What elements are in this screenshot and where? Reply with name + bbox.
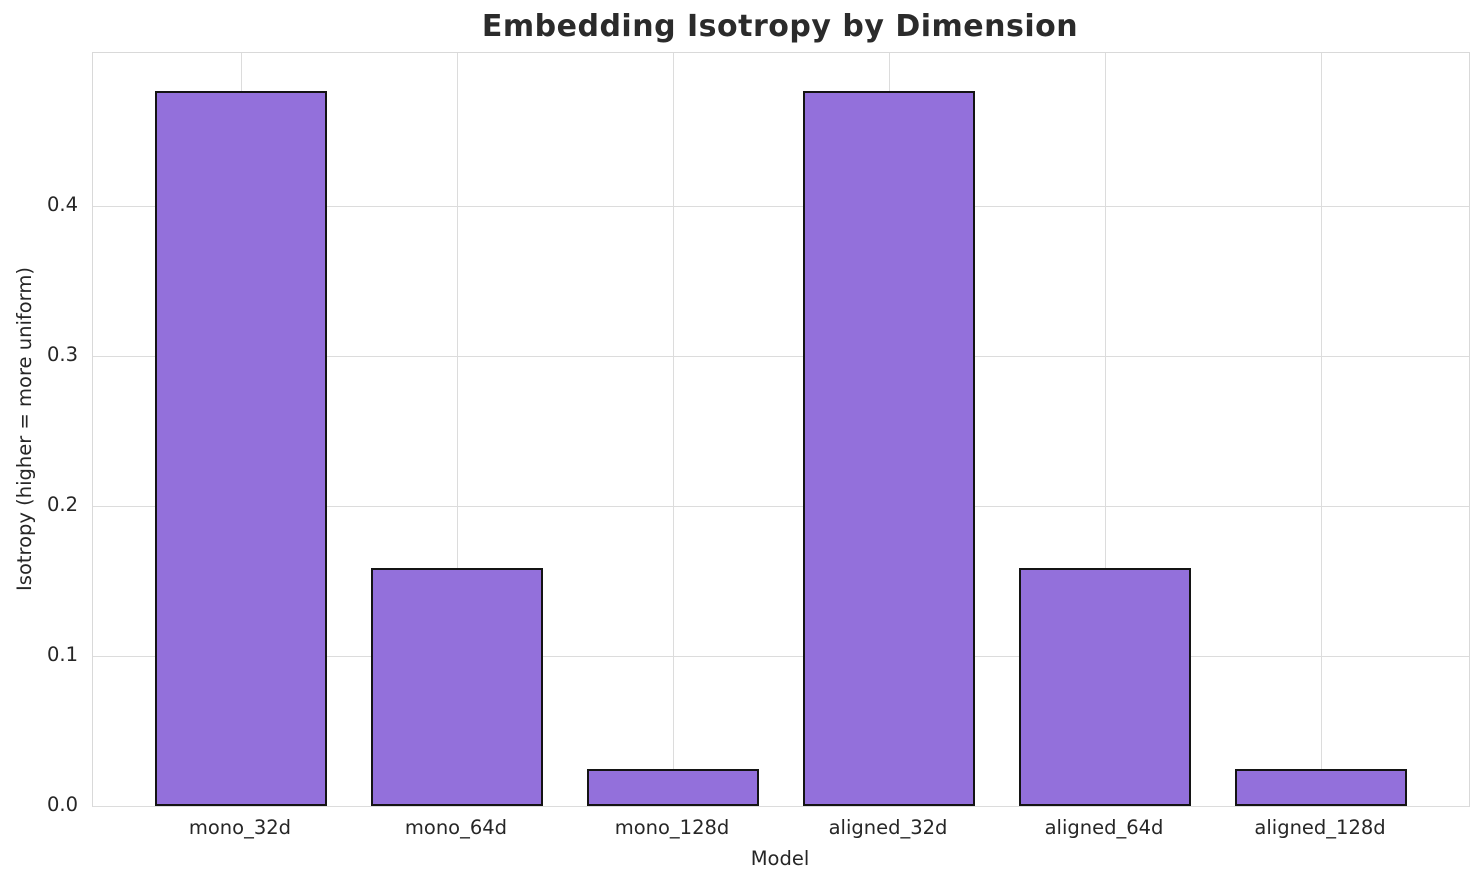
x-axis-label: Model [750, 847, 810, 870]
y-tick-label: 0.1 [46, 643, 78, 666]
y-tick-label: 0.2 [46, 493, 78, 516]
y-gridline [93, 206, 1469, 207]
y-tick-label: 0.4 [46, 193, 78, 216]
bar-aligned_32d [802, 90, 976, 806]
y-tick-label: 0.0 [46, 793, 78, 816]
x-tick-label: mono_32d [188, 816, 292, 839]
y-tick-label: 0.3 [46, 343, 78, 366]
x-tick-label: mono_64d [404, 816, 508, 839]
x-tick-label: aligned_128d [1254, 816, 1386, 839]
x-tick-label: aligned_32d [828, 816, 948, 839]
bar-mono_32d [154, 90, 328, 806]
y-gridline [93, 656, 1469, 657]
y-axis-label: Isotropy (higher = more uniform) [13, 267, 36, 591]
x-gridline [1321, 53, 1323, 806]
bar-mono_128d [586, 768, 760, 806]
y-gridline [93, 506, 1469, 507]
x-tick-label: aligned_64d [1044, 816, 1164, 839]
y-gridline [93, 356, 1469, 357]
x-gridline [456, 53, 458, 806]
y-gridline [93, 806, 1469, 807]
bar-aligned_128d [1234, 768, 1408, 806]
bar-mono_64d [370, 567, 544, 806]
bar-aligned_64d [1018, 567, 1192, 806]
x-gridline [1105, 53, 1107, 806]
x-tick-label: mono_128d [614, 816, 730, 839]
chart-title: Embedding Isotropy by Dimension [481, 9, 1079, 44]
x-gridline [672, 53, 674, 806]
plot-area [92, 52, 1470, 807]
